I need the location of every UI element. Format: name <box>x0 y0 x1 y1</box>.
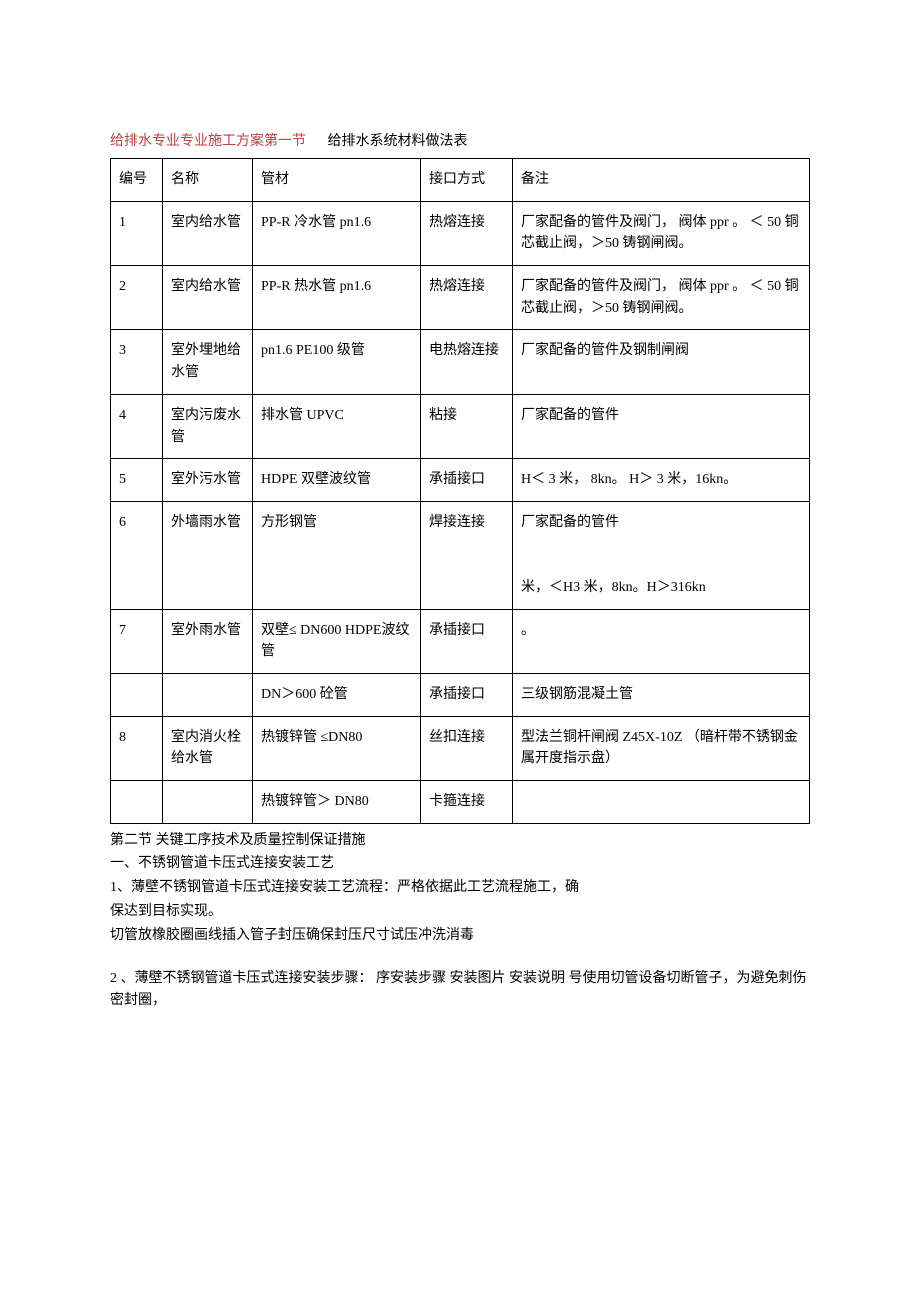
cell: 卡箍连接 <box>421 781 513 824</box>
cell: 承插接口 <box>421 674 513 717</box>
cell: PP-R 热水管 pn1.6 <box>253 266 421 330</box>
table-row: 7 室外雨水管 双壁≤ DN600 HDPE波纹管 承插接口 。 <box>111 609 810 673</box>
spacer <box>110 948 810 962</box>
cell: 厂家配备的管件 <box>513 394 810 458</box>
cell: 热镀锌管＞ DN80 <box>253 781 421 824</box>
cell: 热熔连接 <box>421 201 513 265</box>
col-header-remark: 备注 <box>513 159 810 202</box>
cell: 3 <box>111 330 163 394</box>
col-header-joint: 接口方式 <box>421 159 513 202</box>
cell: 4 <box>111 394 163 458</box>
paragraph-line: 一、不锈钢管道卡压式连接安装工艺 <box>110 853 810 875</box>
cell: 1 <box>111 201 163 265</box>
table-row: 3 室外埋地给水管 pn1.6 PE100 级管 电热熔连接 厂家配备的管件及钢… <box>111 330 810 394</box>
cell: 厂家配备的管件及阀门， 阀体 ppr 。 ＜ 50 铜芯截止阀，＞50 铸钢闸阀… <box>513 266 810 330</box>
table-row: 5 室外污水管 HDPE 双壁波纹管 承插接口 H＜ 3 米， 8kn。 H＞ … <box>111 459 810 502</box>
cell: 承插接口 <box>421 459 513 502</box>
cell: DN＞600 砼管 <box>253 674 421 717</box>
cell: 排水管 UPVC <box>253 394 421 458</box>
cell: 电热熔连接 <box>421 330 513 394</box>
cell: 型法兰铜杆闸阀 Z45X-10Z （暗杆带不锈钢金属开度指示盘） <box>513 716 810 780</box>
cell: 2 <box>111 266 163 330</box>
paragraph-line: 保达到目标实现。 <box>110 901 810 923</box>
table-row: 2 室内给水管 PP-R 热水管 pn1.6 热熔连接 厂家配备的管件及阀门， … <box>111 266 810 330</box>
cell: 焊接连接 <box>421 501 513 609</box>
table-body: 1 室内给水管 PP-R 冷水管 pn1.6 热熔连接 厂家配备的管件及阀门， … <box>111 201 810 823</box>
cell <box>163 674 253 717</box>
paragraph-line: 1、薄壁不锈钢管道卡压式连接安装工艺流程：严格依据此工艺流程施工，确 <box>110 877 810 899</box>
cell: 热镀锌管 ≤DN80 <box>253 716 421 780</box>
cell <box>111 674 163 717</box>
cell: 丝扣连接 <box>421 716 513 780</box>
paragraph-block-1: 第二节 关键工序技术及质量控制保证措施 一、不锈钢管道卡压式连接安装工艺 1、薄… <box>110 830 810 946</box>
table-row: DN＞600 砼管 承插接口 三级钢筋混凝土管 <box>111 674 810 717</box>
cell: 方形钢管 <box>253 501 421 609</box>
cell: 外墙雨水管 <box>163 501 253 609</box>
col-header-material: 管材 <box>253 159 421 202</box>
title-part-1: 给排水专业专业施工方案第一节 <box>110 134 306 149</box>
cell: 室外雨水管 <box>163 609 253 673</box>
cell: H＜ 3 米， 8kn。 H＞ 3 米，16kn。 <box>513 459 810 502</box>
cell <box>163 781 253 824</box>
paragraph-line: 第二节 关键工序技术及质量控制保证措施 <box>110 830 810 852</box>
cell: 室内消火栓给水管 <box>163 716 253 780</box>
cell: 热熔连接 <box>421 266 513 330</box>
cell: 7 <box>111 609 163 673</box>
cell: 三级钢筋混凝土管 <box>513 674 810 717</box>
paragraph-line: 切管放橡胶圈画线插入管子封压确保封压尺寸试压冲洗消毒 <box>110 925 810 947</box>
cell: 室外污水管 <box>163 459 253 502</box>
cell: 双壁≤ DN600 HDPE波纹管 <box>253 609 421 673</box>
cell: PP-R 冷水管 pn1.6 <box>253 201 421 265</box>
table-row: 1 室内给水管 PP-R 冷水管 pn1.6 热熔连接 厂家配备的管件及阀门， … <box>111 201 810 265</box>
cell: 粘接 <box>421 394 513 458</box>
cell: 室内给水管 <box>163 266 253 330</box>
cell <box>513 781 810 824</box>
paragraph-block-2: 2 、薄壁不锈钢管道卡压式连接安装步骤： 序安装步骤 安装图片 安装说明 号使用… <box>110 968 810 1011</box>
cell: 厂家配备的管件及阀门， 阀体 ppr 。 ＜ 50 铜芯截止阀，＞50 铸钢闸阀… <box>513 201 810 265</box>
cell: 承插接口 <box>421 609 513 673</box>
cell: pn1.6 PE100 级管 <box>253 330 421 394</box>
document-title: 给排水专业专业施工方案第一节 给排水系统材料做法表 <box>110 130 810 150</box>
cell: 厂家配备的管件及钢制闸阀 <box>513 330 810 394</box>
cell: 8 <box>111 716 163 780</box>
cell: HDPE 双壁波纹管 <box>253 459 421 502</box>
cell: 室内给水管 <box>163 201 253 265</box>
col-header-id: 编号 <box>111 159 163 202</box>
cell: 室外埋地给水管 <box>163 330 253 394</box>
document-page: 给排水专业专业施工方案第一节 给排水系统材料做法表 编号 名称 管材 接口方式 … <box>0 0 920 1074</box>
table-row: 4 室内污废水管 排水管 UPVC 粘接 厂家配备的管件 <box>111 394 810 458</box>
cell: 室内污废水管 <box>163 394 253 458</box>
col-header-name: 名称 <box>163 159 253 202</box>
cell: 6 <box>111 501 163 609</box>
table-header-row: 编号 名称 管材 接口方式 备注 <box>111 159 810 202</box>
cell <box>111 781 163 824</box>
title-part-2: 给排水系统材料做法表 <box>328 134 468 149</box>
cell: 。 <box>513 609 810 673</box>
table-row: 6 外墙雨水管 方形钢管 焊接连接 厂家配备的管件米，＜H3 米，8kn。H＞3… <box>111 501 810 609</box>
cell: 5 <box>111 459 163 502</box>
paragraph-line: 2 、薄壁不锈钢管道卡压式连接安装步骤： 序安装步骤 安装图片 安装说明 号使用… <box>110 968 810 1011</box>
materials-table: 编号 名称 管材 接口方式 备注 1 室内给水管 PP-R 冷水管 pn1.6 … <box>110 158 810 824</box>
table-row: 8 室内消火栓给水管 热镀锌管 ≤DN80 丝扣连接 型法兰铜杆闸阀 Z45X-… <box>111 716 810 780</box>
table-row: 热镀锌管＞ DN80 卡箍连接 <box>111 781 810 824</box>
cell: 厂家配备的管件米，＜H3 米，8kn。H＞316kn <box>513 501 810 609</box>
